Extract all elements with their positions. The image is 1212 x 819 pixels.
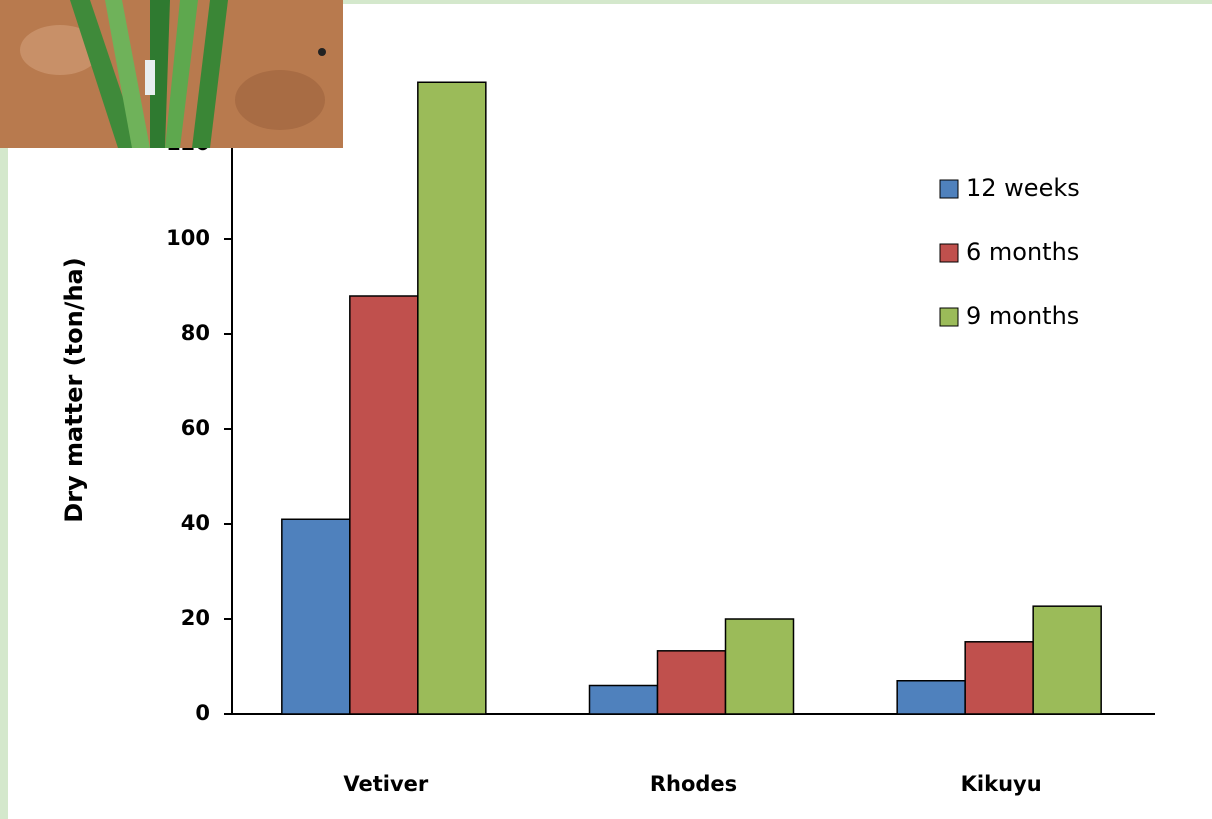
plot: Dry matter (ton/ha)020406080100120Vetive… [60,49,1155,796]
x-tick-label: Kikuyu [961,772,1042,796]
photo-leaf [192,0,228,148]
y-tick-label: 100 [166,226,210,250]
left-border [0,0,8,819]
photo-soil-patch [20,25,100,75]
photo-leaf [105,0,150,148]
photo-spot [318,48,326,56]
photo-tag [145,60,155,95]
legend-label: 9 months [966,302,1079,330]
photo [0,0,343,148]
legend-swatch [939,307,959,327]
photo-soil-patch [235,70,325,130]
photo-leaf [165,0,198,148]
top-border [0,0,1212,4]
bar [417,81,487,715]
y-tick-label: 60 [181,416,210,440]
bar [588,684,659,715]
bar [281,518,351,715]
x-tick-label: Vetiver [343,772,429,796]
y-tick-label: 20 [181,606,210,630]
bar [349,295,419,715]
bar [1032,605,1102,715]
bar [724,618,795,715]
y-axis-title: Dry matter (ton/ha) [60,257,88,522]
legend-label: 12 weeks [966,174,1080,202]
photo-leaf [70,0,140,148]
bar [964,641,1034,715]
y-tick-label: 40 [181,511,210,535]
legend-swatch [939,243,959,263]
bar [896,680,966,715]
y-tick-label: 0 [195,701,210,725]
legend-swatch [939,179,959,199]
y-tick-label: 80 [181,321,210,345]
photo-leaf [150,0,170,148]
bar [656,650,727,715]
legend-label: 6 months [966,238,1079,266]
x-tick-label: Rhodes [650,772,737,796]
